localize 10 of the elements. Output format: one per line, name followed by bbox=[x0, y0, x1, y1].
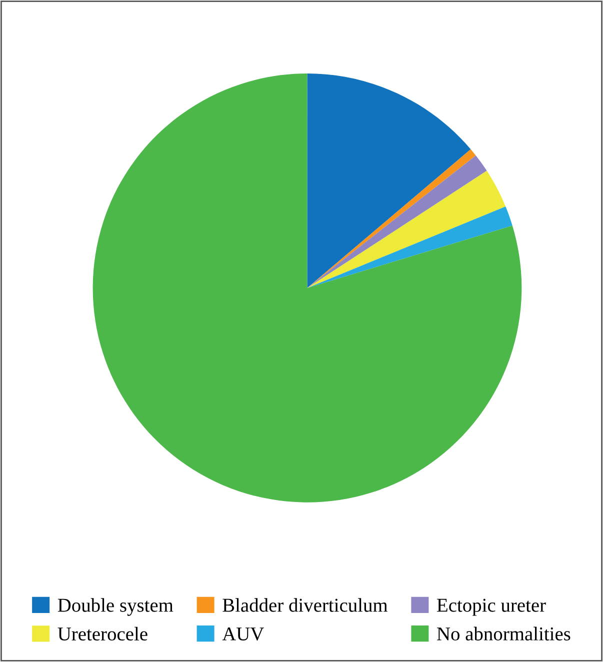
pie-slice bbox=[307, 74, 471, 288]
pie-slice bbox=[92, 74, 522, 502]
legend-label: AUV bbox=[222, 627, 264, 641]
pie-slice bbox=[307, 206, 512, 288]
legend-label: Bladder diverticulum bbox=[222, 598, 388, 612]
legend-label: Ureterocele bbox=[58, 626, 148, 641]
legend-label: No abnormalities bbox=[437, 626, 570, 640]
pie-slice bbox=[307, 170, 506, 288]
legend-label: Double system bbox=[58, 598, 174, 616]
legend-label: Ectopic ureter bbox=[437, 598, 546, 616]
